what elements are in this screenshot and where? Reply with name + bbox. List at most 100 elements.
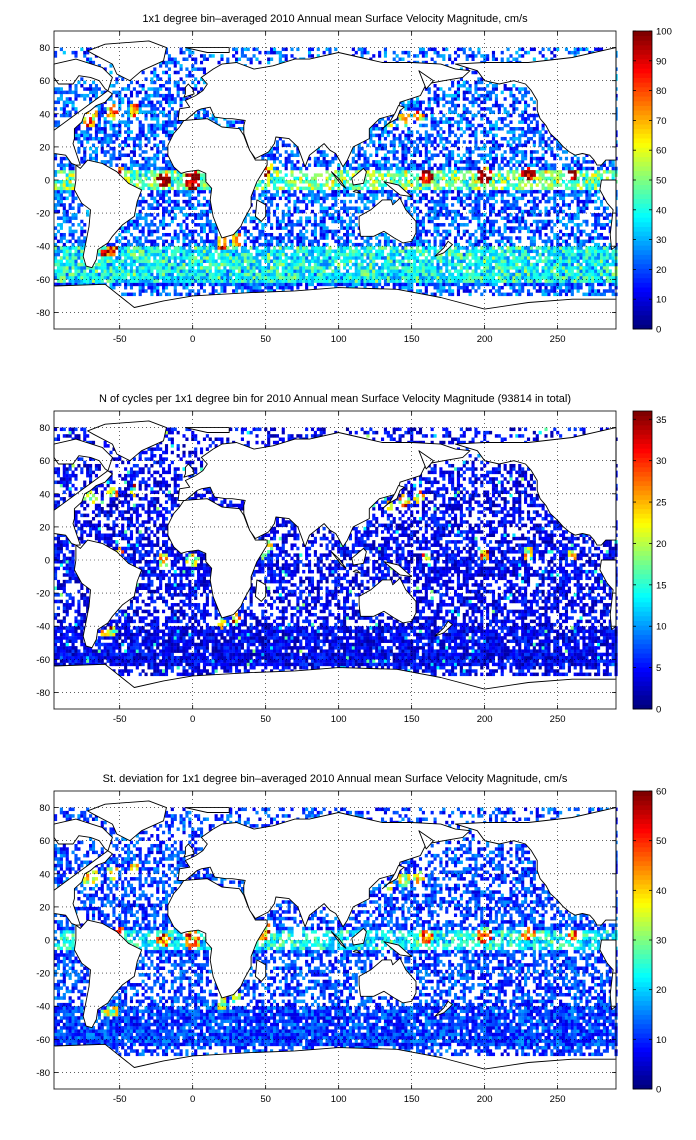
heatmap-cell [361, 163, 364, 167]
heatmap-cell [445, 173, 448, 177]
heatmap-cell [577, 279, 580, 283]
heatmap-cell [448, 183, 451, 187]
heatmap-cell [60, 246, 63, 250]
heatmap-cell [369, 279, 372, 283]
heatmap-cell [253, 210, 256, 214]
heatmap-cell [390, 253, 393, 257]
heatmap-cell [358, 147, 361, 151]
heatmap-cell [422, 180, 425, 184]
heatmap-cell [404, 250, 407, 254]
heatmap-cell [104, 263, 107, 267]
heatmap-cell [413, 187, 416, 191]
heatmap-cell [279, 256, 282, 260]
heatmap-cell [396, 259, 399, 263]
heatmap-cell [326, 226, 329, 230]
heatmap-cell [369, 250, 372, 254]
heatmap-cell [355, 273, 358, 277]
heatmap-cell [311, 203, 314, 207]
heatmap-cell [317, 183, 320, 187]
heatmap-cell [498, 273, 501, 277]
heatmap-cell [226, 279, 229, 283]
heatmap-cell [507, 177, 510, 181]
heatmap-cell [366, 250, 369, 254]
heatmap-cell [293, 206, 296, 210]
heatmap-cell [136, 276, 139, 280]
heatmap-cell [182, 190, 185, 194]
heatmap-cell [174, 283, 177, 287]
heatmap-cell [439, 286, 442, 290]
heatmap-cell [366, 206, 369, 210]
heatmap-cell [346, 256, 349, 260]
heatmap-cell [416, 167, 419, 171]
heatmap-cell [448, 210, 451, 214]
heatmap-cell [372, 259, 375, 263]
heatmap-cell [340, 173, 343, 177]
heatmap-cell [588, 180, 591, 184]
heatmap-cell [121, 230, 124, 234]
heatmap-cell [416, 163, 419, 167]
heatmap-cell [536, 170, 539, 174]
heatmap-cell [261, 250, 264, 254]
heatmap-cell [171, 220, 174, 224]
heatmap-cell [469, 293, 472, 297]
heatmap-cell [299, 240, 302, 244]
heatmap-cell [474, 246, 477, 250]
heatmap-cell [498, 240, 501, 244]
heatmap-cell [107, 266, 110, 270]
heatmap-cell [331, 283, 334, 287]
heatmap-cell [302, 197, 305, 201]
heatmap-cell [282, 246, 285, 250]
heatmap-cell [416, 256, 419, 260]
heatmap-cell [477, 200, 480, 204]
heatmap-cell [562, 167, 565, 171]
heatmap-cell [504, 177, 507, 181]
heatmap-cell [486, 230, 489, 234]
heatmap-cell [223, 289, 226, 293]
heatmap-cell [565, 259, 568, 263]
heatmap-cell [188, 263, 191, 267]
heatmap-cell [489, 256, 492, 260]
heatmap-cell [326, 167, 329, 171]
heatmap-cell [460, 160, 463, 164]
heatmap-cell [419, 266, 422, 270]
heatmap-cell [355, 206, 358, 210]
heatmap-cell [326, 170, 329, 174]
heatmap-cell [288, 240, 291, 244]
heatmap-cell [577, 240, 580, 244]
heatmap-cell [600, 200, 603, 204]
heatmap-cell [582, 200, 585, 204]
heatmap-cell [180, 183, 183, 187]
heatmap-cell [504, 210, 507, 214]
heatmap-cell [124, 154, 127, 158]
heatmap-cell [63, 253, 66, 257]
heatmap-cell [463, 193, 466, 197]
heatmap-cell [63, 167, 66, 171]
heatmap-cell [559, 170, 562, 174]
heatmap-cell [460, 266, 463, 270]
heatmap-cell [98, 250, 101, 254]
heatmap-cell [580, 250, 583, 254]
heatmap-cell [217, 256, 220, 260]
heatmap-cell [112, 157, 115, 161]
heatmap-cell [241, 283, 244, 287]
heatmap-cell [323, 213, 326, 217]
heatmap-cell [147, 279, 150, 283]
heatmap-cell [507, 163, 510, 167]
heatmap-cell [311, 243, 314, 247]
heatmap-cell [250, 259, 253, 263]
heatmap-cell [115, 256, 118, 260]
heatmap-cell [498, 173, 501, 177]
heatmap-cell [425, 273, 428, 277]
heatmap-cell [366, 173, 369, 177]
heatmap-cell [436, 276, 439, 280]
heatmap-cell [591, 187, 594, 191]
heatmap-cell [422, 283, 425, 287]
heatmap-cell [250, 246, 253, 250]
heatmap-cell [404, 170, 407, 174]
heatmap-cell [521, 286, 524, 290]
heatmap-cell [323, 243, 326, 247]
heatmap-cell [401, 266, 404, 270]
heatmap-cell [77, 253, 80, 257]
heatmap-cell [594, 246, 597, 250]
heatmap-cell [422, 273, 425, 277]
